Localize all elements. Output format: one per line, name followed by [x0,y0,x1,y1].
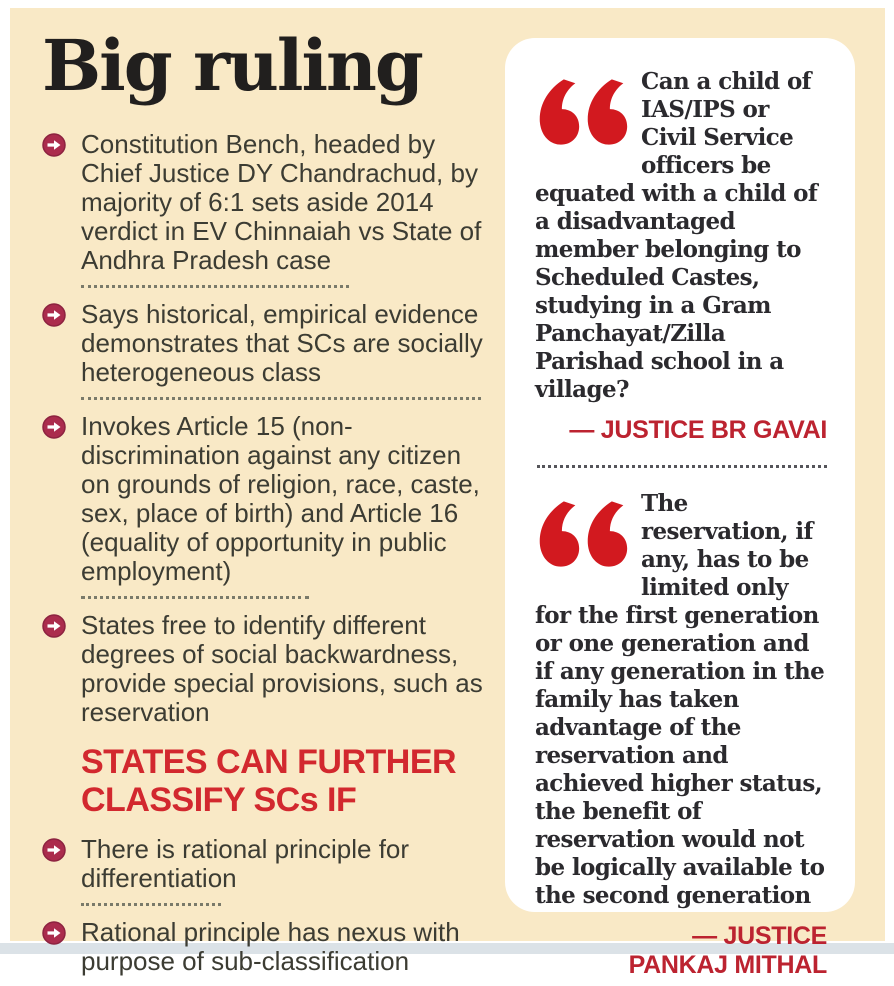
arrow-circle-icon [42,921,66,951]
quote-attribution: — JUSTICE BR GAVAI [569,416,827,444]
bottom-strip [0,943,894,954]
bullet-item: Rational principle has nexus with purpos… [42,918,488,976]
bullet-item: Constitution Bench, headed by Chief Just… [42,130,488,275]
quote-block: The reservation, if any, has to be limit… [535,490,829,980]
dotted-separator [81,903,221,906]
bullet-item: States free to identify different degree… [42,611,488,727]
bullet-text: Says historical, empirical evidence demo… [81,299,483,387]
arrow-circle-icon [42,133,66,163]
dotted-separator [81,596,309,599]
bullet-item: Says historical, empirical evidence demo… [42,300,488,387]
bullet-text: Constitution Bench, headed by Chief Just… [81,129,482,275]
dotted-separator [81,285,349,288]
arrow-circle-icon [42,838,66,868]
arrow-circle-icon [42,303,66,333]
arrow-circle-icon [42,614,66,644]
bullet-item: Invokes Article 15 (non-discrimination a… [42,412,488,586]
quote-text: The reservation, if any, has to be limit… [535,490,825,909]
quote-block: Can a child of IAS/IPS or Civil Service … [535,68,829,445]
quote-text: Can a child of IAS/IPS or Civil Service … [535,68,818,403]
bullet-text: States free to identify different degree… [81,610,483,727]
arrow-circle-icon [42,415,66,445]
quote-attribution: — JUSTICE PANKAJ MITHAL [628,922,828,979]
section-subheading: STATES CAN FURTHER CLASSIFY SCs IF [81,743,457,819]
quotes-panel: Can a child of IAS/IPS or Civil Service … [505,38,855,979]
dotted-separator [537,465,827,468]
bullet-text: Invokes Article 15 (non-discrimination a… [81,411,480,586]
open-quote-icon [535,72,631,152]
open-quote-icon [535,494,631,574]
bullet-item: There is rational principle for differen… [42,835,488,893]
bullet-text: There is rational principle for differen… [81,834,410,893]
bullet-text: Rational principle has nexus with purpos… [81,917,460,976]
dotted-separator [81,397,481,400]
left-column: Big ruling Constitution Bench, headed by… [42,22,488,986]
page-title: Big ruling [42,24,424,107]
